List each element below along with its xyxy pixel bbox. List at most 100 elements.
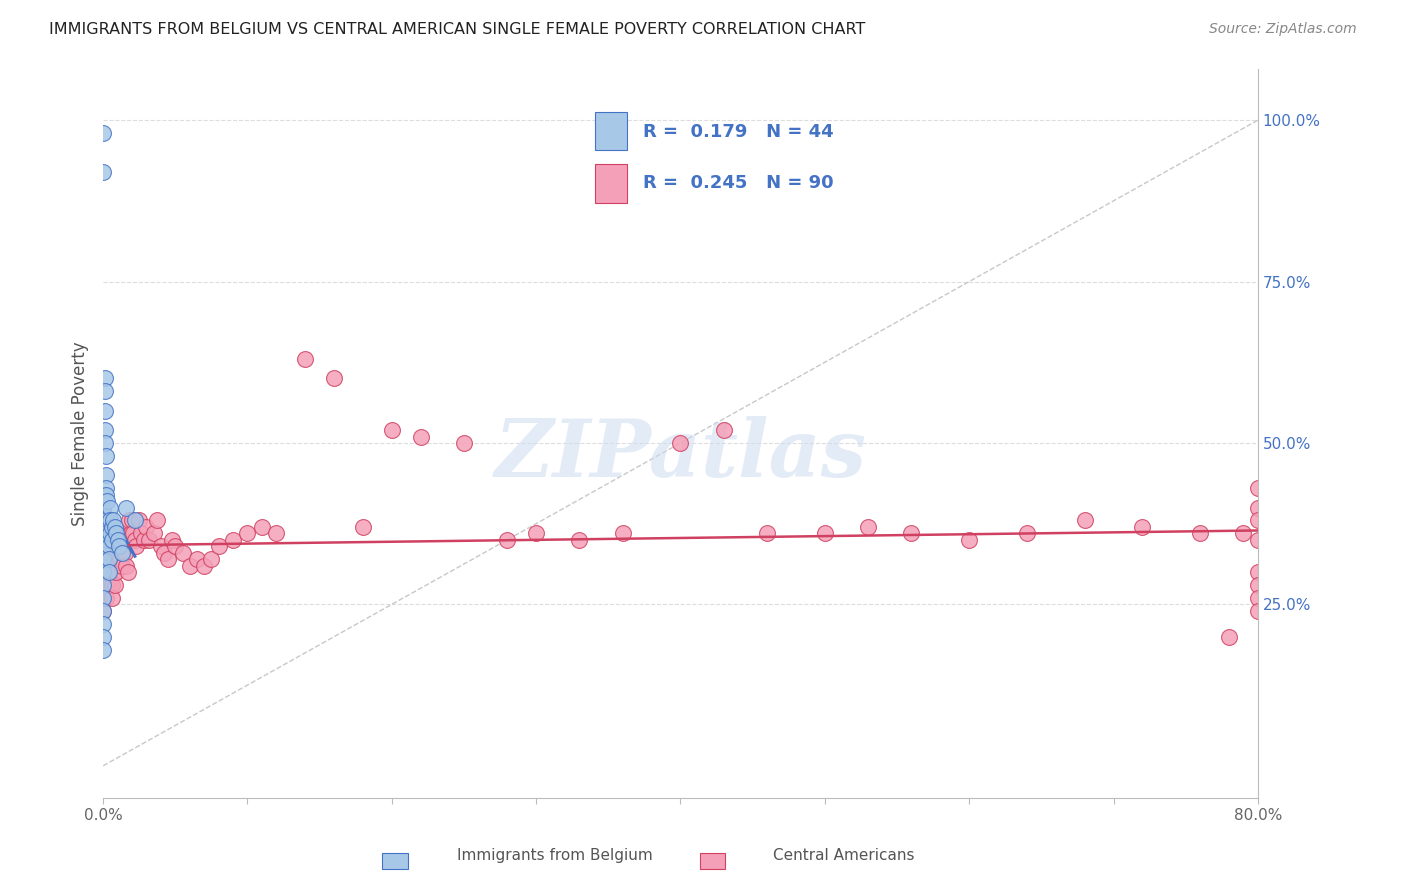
Point <box>157 552 180 566</box>
Text: ZIPatlas: ZIPatlas <box>495 417 866 494</box>
Point <box>101 578 124 592</box>
Y-axis label: Single Female Poverty: Single Female Poverty <box>72 341 89 525</box>
Point <box>118 513 141 527</box>
Point <box>669 436 692 450</box>
Point <box>96 552 118 566</box>
Point <box>94 449 117 463</box>
Point <box>111 546 134 560</box>
Point <box>105 565 128 579</box>
Point <box>94 565 117 579</box>
Point <box>93 403 115 417</box>
Point <box>91 500 114 515</box>
Point <box>142 526 165 541</box>
Point <box>98 513 121 527</box>
Point <box>91 616 114 631</box>
Point <box>94 488 117 502</box>
Text: Source: ZipAtlas.com: Source: ZipAtlas.com <box>1209 22 1357 37</box>
Point <box>112 533 135 547</box>
Point <box>91 630 114 644</box>
Point <box>138 533 160 547</box>
Point <box>91 539 114 553</box>
Point <box>814 526 837 541</box>
Point <box>101 520 124 534</box>
Point <box>114 546 136 560</box>
Point <box>96 513 118 527</box>
Point <box>91 604 114 618</box>
Point <box>93 526 115 541</box>
Point <box>165 539 187 553</box>
Point <box>186 552 208 566</box>
Point <box>294 352 316 367</box>
Point <box>98 500 121 515</box>
Text: Central Americans: Central Americans <box>773 848 914 863</box>
Point <box>96 494 118 508</box>
Point <box>96 526 118 541</box>
Point <box>91 488 114 502</box>
Point <box>1247 578 1270 592</box>
Point <box>381 423 404 437</box>
Point <box>122 526 145 541</box>
Point <box>124 533 146 547</box>
Point <box>91 591 114 605</box>
Point <box>323 371 346 385</box>
Point <box>91 552 114 566</box>
Text: IMMIGRANTS FROM BELGIUM VS CENTRAL AMERICAN SINGLE FEMALE POVERTY CORRELATION CH: IMMIGRANTS FROM BELGIUM VS CENTRAL AMERI… <box>49 22 866 37</box>
Point <box>107 533 129 547</box>
Point <box>98 526 121 541</box>
Point <box>207 539 229 553</box>
Point <box>91 642 114 657</box>
Point <box>93 423 115 437</box>
Point <box>250 520 273 534</box>
Point <box>103 539 125 553</box>
Point <box>1247 533 1270 547</box>
Point <box>91 578 114 592</box>
Point <box>135 520 157 534</box>
Point <box>94 468 117 483</box>
Point <box>568 533 591 547</box>
Point <box>104 520 127 534</box>
Point <box>93 384 115 399</box>
Point <box>496 533 519 547</box>
Point <box>97 565 120 579</box>
Point <box>103 513 125 527</box>
Point <box>91 526 114 541</box>
Point <box>129 526 152 541</box>
Point <box>409 429 432 443</box>
Point <box>91 126 114 140</box>
Point <box>1130 520 1153 534</box>
Point <box>103 552 125 566</box>
Point <box>110 552 132 566</box>
Point <box>1218 630 1240 644</box>
Point <box>1247 565 1270 579</box>
Point <box>352 520 374 534</box>
Point <box>124 513 146 527</box>
Point <box>152 546 174 560</box>
Point <box>94 591 117 605</box>
Point <box>97 552 120 566</box>
Point <box>524 526 547 541</box>
Point <box>104 578 127 592</box>
Point <box>96 578 118 592</box>
Point <box>162 533 184 547</box>
Point <box>172 546 194 560</box>
Point <box>453 436 475 450</box>
Point <box>91 565 114 579</box>
Point <box>128 513 150 527</box>
Point <box>856 520 879 534</box>
Point <box>1247 500 1270 515</box>
Point <box>91 604 114 618</box>
Point <box>1247 481 1270 495</box>
Point <box>96 565 118 579</box>
Point <box>1247 513 1270 527</box>
Point <box>101 533 124 547</box>
Point <box>957 533 980 547</box>
Point <box>149 539 172 553</box>
Point <box>117 565 139 579</box>
Point <box>98 552 121 566</box>
Point <box>612 526 634 541</box>
Point <box>94 578 117 592</box>
Point <box>115 558 138 573</box>
Point <box>200 552 222 566</box>
Point <box>266 526 288 541</box>
Point <box>108 539 131 553</box>
